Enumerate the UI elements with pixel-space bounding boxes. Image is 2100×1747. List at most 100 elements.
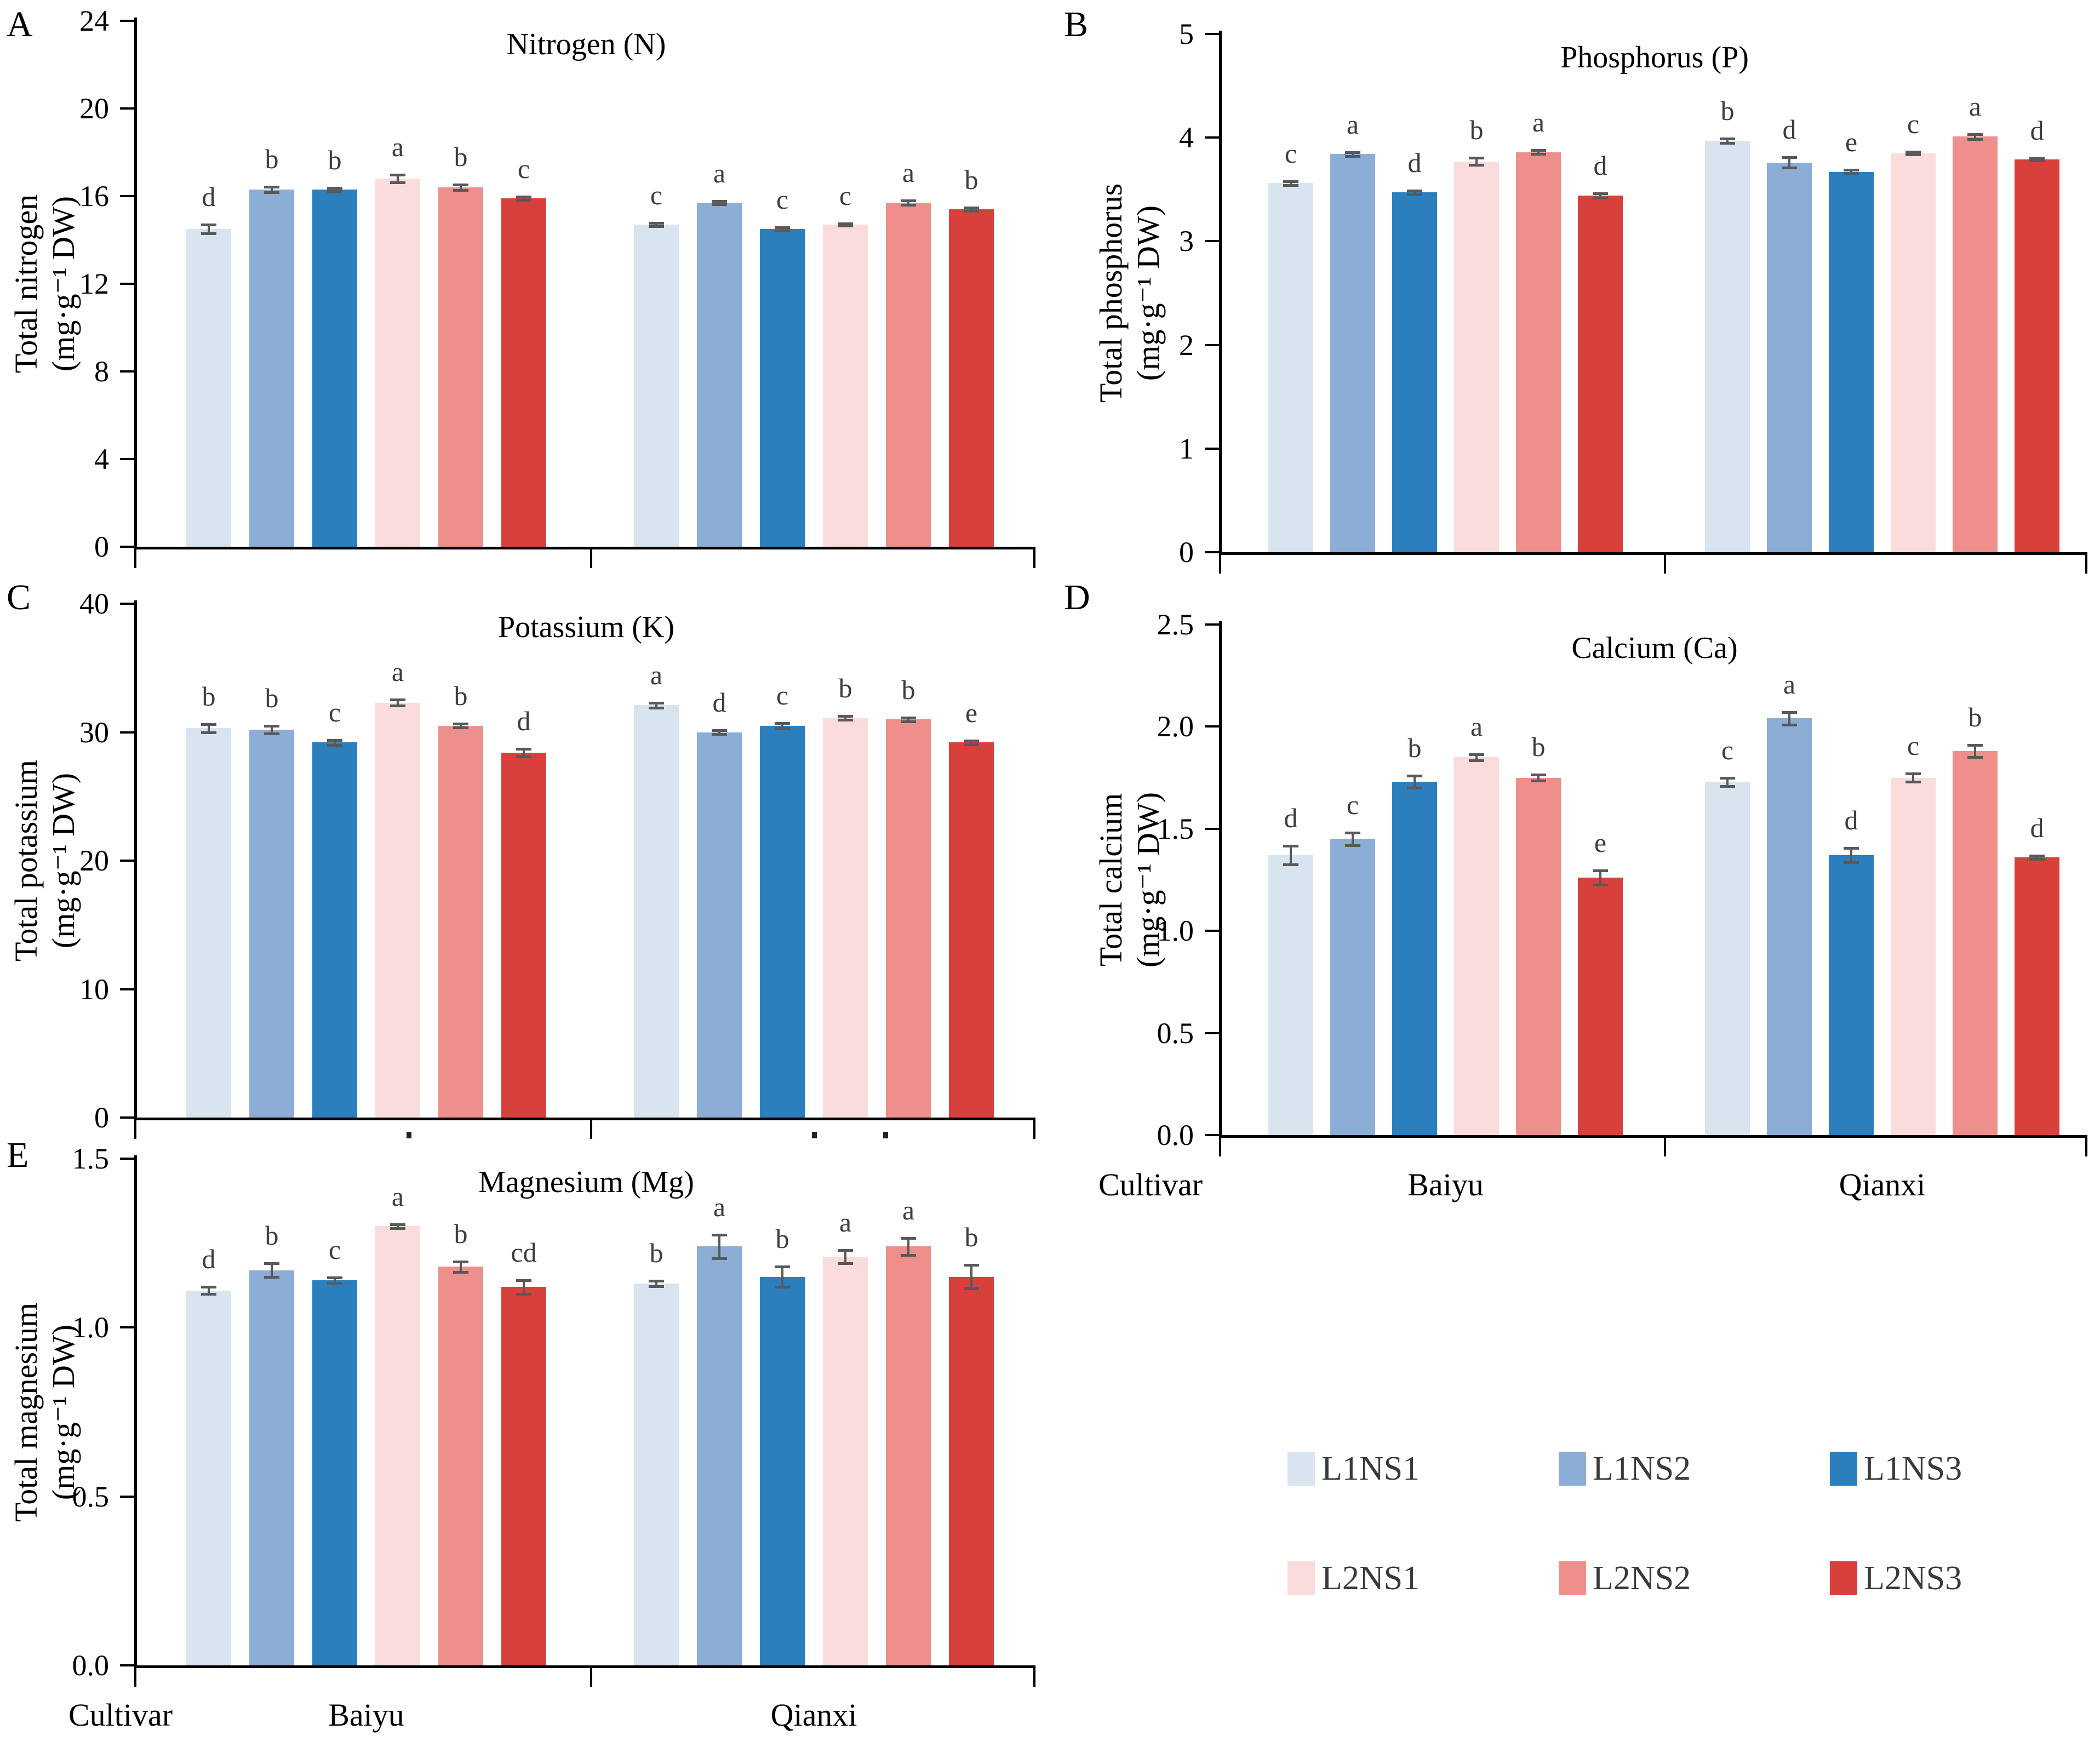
error-bar-cap-top (1782, 156, 1797, 159)
error-bar-cap-bottom (2029, 159, 2045, 163)
error-bar-stem (1475, 158, 1478, 165)
bar-L2NS2-Baiyu (1516, 777, 1561, 1135)
bar-L2NS3-Qianxi (949, 1276, 994, 1665)
y-axis-label-line1: Total calcium (1093, 793, 1129, 967)
bar-L2NS3-Qianxi (2015, 159, 2059, 552)
panel-label-A: A (7, 4, 33, 44)
bar-L2NS2-Baiyu (438, 725, 483, 1118)
error-bar-stem (1290, 181, 1292, 186)
bar-L2NS3-Baiyu (1578, 196, 1623, 552)
y-tick-label: 0.5 (1157, 1016, 1194, 1050)
panel-label-E: E (7, 1135, 29, 1175)
sig-letter: b (454, 1218, 468, 1250)
bar-L2NS2-Baiyu (1516, 152, 1561, 552)
error-bar-cap-top (775, 226, 790, 230)
sig-letter: b (202, 681, 216, 712)
bar-L2NS1-Baiyu (375, 702, 420, 1118)
error-bar-cap-top (516, 747, 531, 751)
error-bar-cap-top (1531, 774, 1546, 776)
legend-item-L2NS2: L2NS2 (1559, 1560, 1691, 1596)
x-tick (1033, 1668, 1035, 1687)
error-bar-stem (208, 225, 210, 233)
y-tick-label: 1.5 (1157, 812, 1194, 845)
y-tick (1205, 33, 1219, 35)
error-bar-cap-top (1906, 150, 1921, 153)
error-bar-cap-bottom (201, 1292, 216, 1296)
error-bar-cap-top (1593, 192, 1608, 196)
error-bar-cap-bottom (1283, 184, 1298, 187)
sig-letter: d (1844, 805, 1858, 836)
x-tick (134, 1668, 136, 1687)
y-tick (120, 458, 134, 460)
error-bar-cap-top (264, 1262, 279, 1265)
sig-letter: c (650, 179, 663, 210)
error-bar-cap-top (327, 738, 342, 742)
y-axis (134, 600, 137, 1118)
legend-label: L1NS1 (1321, 1450, 1420, 1487)
sig-letter: b (1531, 731, 1546, 762)
error-bar-cap-top (649, 221, 664, 225)
bar-L2NS2-Qianxi (1953, 751, 1998, 1135)
bar-L1NS1-Qianxi (634, 225, 679, 547)
error-bar-cap-top (1283, 845, 1298, 848)
y-tick-label: 12 (79, 267, 109, 300)
bar-L1NS3-Baiyu (1392, 192, 1437, 552)
sig-letter: c (1346, 789, 1359, 821)
error-bar-stem (907, 717, 909, 721)
sig-letter: b (901, 674, 915, 705)
error-bar-cap-top (327, 186, 342, 190)
y-tick (1205, 447, 1219, 450)
x-axis-cultivar-label: Cultivar (68, 1697, 173, 1733)
error-bar-cap-bottom (327, 743, 342, 747)
x-group-label-Qianxi: Qianxi (770, 1697, 857, 1733)
x-group-label-Baiyu: Baiyu (328, 1697, 404, 1733)
error-bar-cap-bottom (1720, 141, 1735, 145)
bar-L2NS3-Baiyu (501, 198, 546, 547)
error-bar-cap-top (838, 715, 853, 718)
error-bar-stem (271, 1263, 273, 1277)
sig-letter: a (839, 1206, 852, 1238)
sig-letter: a (1470, 711, 1483, 742)
error-bar-cap-top (390, 698, 405, 701)
y-tick (1205, 827, 1219, 830)
x-group-label-Qianxi: Qianxi (1839, 1167, 1926, 1202)
y-tick (120, 988, 134, 990)
error-bar-cap-top (201, 1286, 216, 1289)
bar-L2NS2-Qianxi (886, 1246, 931, 1665)
legend-label: L2NS3 (1864, 1560, 1962, 1597)
error-bar-stem (208, 1287, 210, 1294)
y-axis (134, 1155, 137, 1665)
error-bar-cap-bottom (838, 719, 853, 722)
y-tick (1205, 930, 1219, 932)
error-bar-cap-top (964, 207, 979, 210)
bar-L1NS1-Baiyu (1268, 183, 1313, 552)
sig-letter: b (649, 1238, 663, 1269)
y-axis-label-line1: Total nitrogen (8, 194, 44, 374)
bar-L1NS3-Baiyu (312, 190, 357, 547)
error-bar-stem (1850, 848, 1852, 863)
y-tick-label: 1 (1179, 432, 1194, 465)
error-bar-stem (907, 201, 909, 205)
error-bar-cap-bottom (453, 1270, 468, 1274)
error-bar-cap-bottom (264, 1275, 279, 1279)
y-tick-label: 20 (79, 844, 109, 877)
sig-letter: b (1968, 701, 1982, 732)
bar-L2NS2-Qianxi (886, 719, 931, 1118)
error-bar-stem (460, 1262, 462, 1272)
error-bar-cap-top (775, 1265, 790, 1269)
y-tick-label: 16 (79, 180, 109, 213)
error-bar-stem (397, 174, 399, 183)
error-bar-cap-top (1593, 869, 1608, 873)
error-bar-cap-top (1283, 180, 1298, 183)
y-axis-label-line2: (mg·g⁻¹ DW) (45, 196, 81, 372)
error-bar-cap-bottom (1345, 844, 1360, 847)
sig-letter: b (1469, 114, 1484, 146)
y-tick-label: 40 (79, 587, 109, 620)
sig-letter: b (1407, 732, 1422, 763)
error-bar-stem (1352, 152, 1354, 157)
legend-item-L2NS3: L2NS3 (1830, 1560, 1962, 1596)
y-tick (1205, 1134, 1219, 1136)
error-bar-cap-bottom (1593, 196, 1608, 199)
error-bar-cap-top (390, 1223, 405, 1226)
y-axis (1219, 31, 1222, 552)
